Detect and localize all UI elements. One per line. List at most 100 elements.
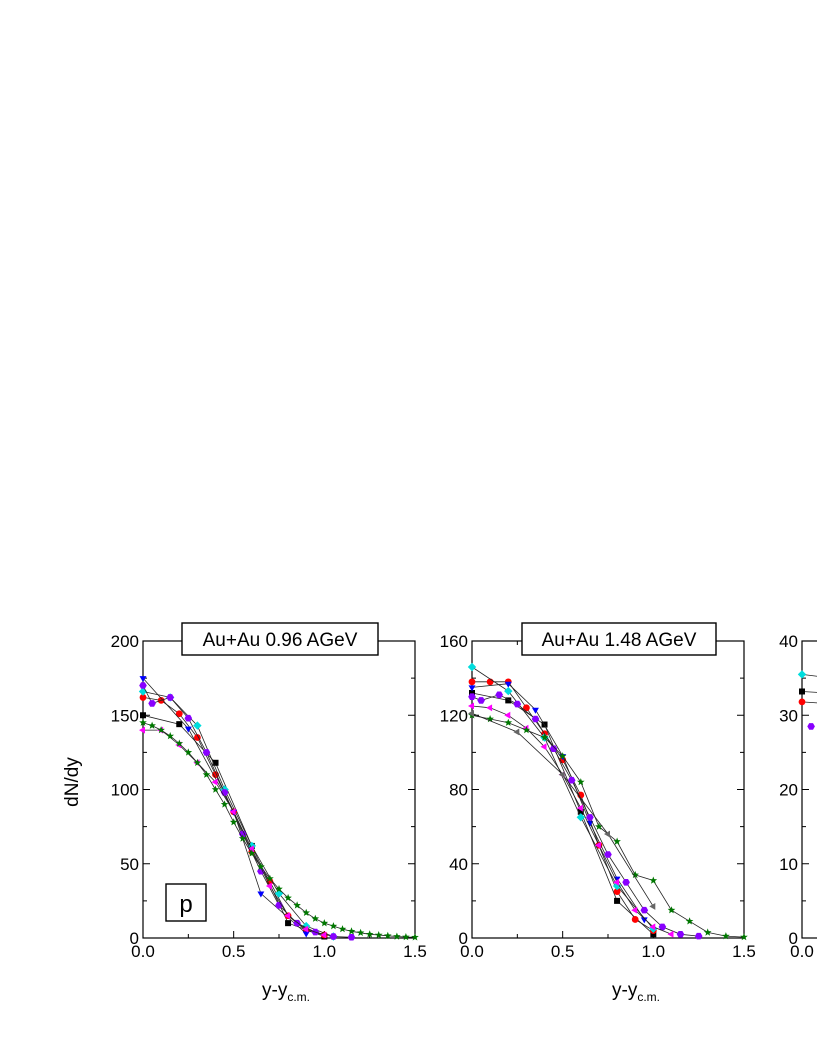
- y-tick-label: 200: [111, 632, 139, 651]
- data-point: [285, 920, 292, 927]
- data-point: [614, 897, 621, 904]
- data-point: [411, 933, 419, 941]
- data-point: [247, 845, 254, 853]
- data-point: [532, 707, 539, 714]
- data-point: [293, 901, 301, 909]
- data-point: [558, 771, 565, 779]
- data-point: [505, 697, 512, 704]
- data-point: [468, 709, 474, 717]
- data-point: [703, 928, 712, 936]
- y-tick-label: 40: [779, 632, 798, 651]
- series-line: [471, 713, 654, 907]
- data-point: [302, 908, 310, 916]
- data-point: [211, 785, 220, 793]
- data-point: [166, 694, 174, 701]
- x-axis-label-main: y-y: [262, 980, 288, 1001]
- data-point: [676, 931, 685, 938]
- data-point: [302, 931, 310, 938]
- data-point: [612, 881, 622, 891]
- x-tick-label: 1.5: [403, 942, 427, 961]
- data-point: [694, 932, 703, 940]
- data-point: [531, 715, 540, 723]
- data-point: [649, 876, 658, 884]
- series: [467, 662, 658, 933]
- data-point: [640, 917, 648, 924]
- data-point: [202, 749, 211, 756]
- data-point: [140, 712, 146, 719]
- y-tick-label: 0: [459, 929, 468, 948]
- y-tick-label: 50: [120, 855, 139, 874]
- data-point: [486, 704, 493, 712]
- data-point: [265, 882, 272, 890]
- data-point: [577, 808, 584, 815]
- data-point: [513, 700, 522, 708]
- series-line: [472, 681, 654, 931]
- data-point: [193, 721, 202, 730]
- data-point: [157, 726, 165, 734]
- data-point: [504, 686, 513, 696]
- data-point: [184, 748, 193, 756]
- data-point: [139, 718, 147, 726]
- series: [139, 676, 310, 938]
- data-point: [495, 691, 503, 699]
- data-point: [549, 745, 558, 752]
- data-point: [667, 930, 674, 938]
- panel-third-partial: 0.00 10 20 30 40: [779, 632, 817, 961]
- data-point: [347, 934, 356, 941]
- data-point: [798, 698, 806, 706]
- series: [797, 670, 817, 679]
- data-point: [540, 743, 547, 751]
- series: [798, 698, 817, 706]
- data-point: [740, 933, 748, 941]
- title-box: [521, 622, 717, 656]
- data-point: [567, 776, 576, 784]
- data-point: [604, 851, 612, 858]
- data-point: [302, 925, 309, 933]
- data-point: [212, 759, 219, 766]
- data-point: [257, 891, 265, 898]
- data-point: [229, 808, 236, 816]
- data-point: [469, 689, 475, 696]
- data-point: [722, 932, 730, 940]
- data-point: [176, 721, 183, 728]
- data-point: [540, 733, 549, 741]
- data-point: [175, 710, 183, 718]
- data-point: [320, 931, 327, 939]
- data-point: [477, 697, 485, 704]
- data-point: [513, 728, 520, 736]
- data-point: [302, 921, 311, 931]
- x-axis-label-sub: c.m.: [637, 990, 660, 1004]
- series: [468, 691, 703, 940]
- data-point: [284, 912, 291, 920]
- series-line: [471, 694, 699, 937]
- y-tick-label: 80: [449, 781, 468, 800]
- data-point: [329, 922, 338, 930]
- data-point: [486, 715, 494, 723]
- data-point: [640, 906, 649, 914]
- data-point: [139, 694, 147, 701]
- x-axis-label-sub: c.m.: [287, 990, 310, 1004]
- series: [468, 702, 674, 938]
- data-point: [402, 933, 410, 941]
- data-point: [384, 931, 392, 939]
- data-point: [658, 923, 667, 931]
- data-point: [148, 700, 156, 707]
- data-point: [374, 931, 383, 939]
- data-point: [320, 919, 329, 927]
- data-point: [685, 917, 694, 925]
- data-point: [311, 914, 320, 922]
- x-axis-label-main: y-y: [612, 980, 638, 1001]
- x-axis-label: y-yc.m.: [612, 980, 660, 1004]
- y-tick-label: 120: [440, 706, 468, 725]
- data-point: [329, 933, 338, 940]
- x-tick-label: 1.0: [642, 942, 666, 961]
- data-point: [594, 841, 601, 849]
- data-point: [631, 916, 639, 923]
- panel-title: Au+Au 0.96 AGeV: [203, 630, 358, 651]
- x-tick-label: 0.0: [790, 942, 814, 961]
- data-point: [393, 932, 401, 940]
- data-point: [275, 885, 283, 893]
- x-tick-label: 0.5: [222, 942, 246, 961]
